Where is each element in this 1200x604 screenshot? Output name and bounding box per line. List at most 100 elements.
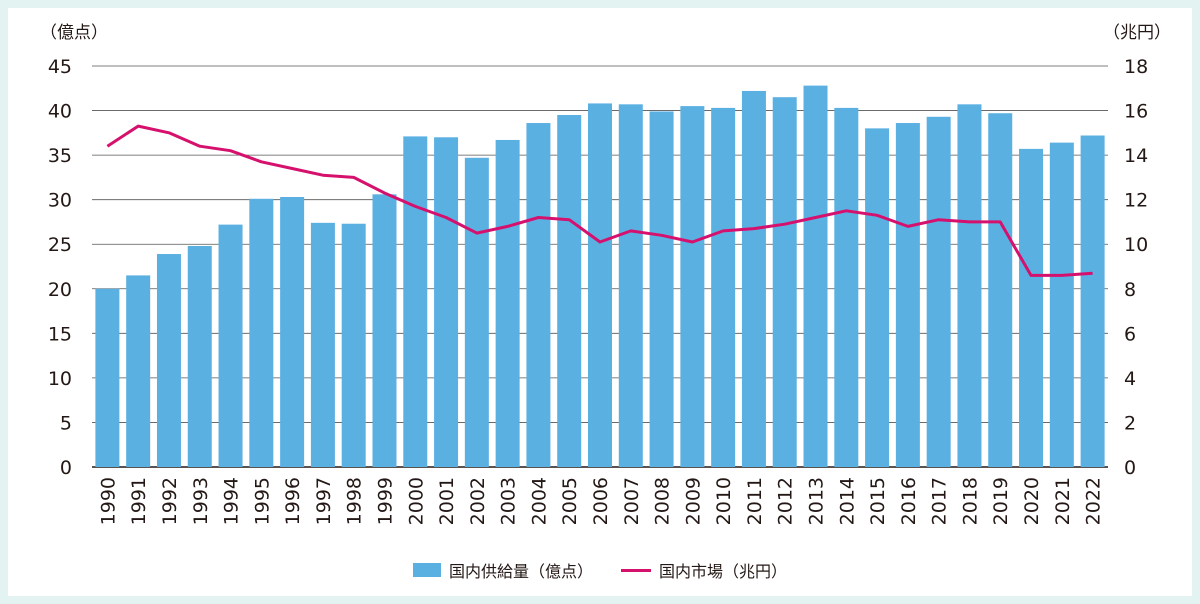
left-tick-label: 35 (48, 145, 72, 167)
bar (372, 194, 397, 467)
bar (187, 246, 212, 467)
bar (865, 128, 890, 467)
bar (772, 97, 797, 467)
left-tick-label: 25 (48, 234, 72, 256)
line-series (106, 124, 1093, 277)
legend: 国内供給量（億点） 国内市場（兆円） (0, 556, 1200, 584)
bar (711, 107, 736, 467)
right-tick-label: 6 (1124, 323, 1136, 345)
x-tick-label: 2003 (498, 477, 520, 525)
legend-swatch-bar (412, 563, 441, 577)
bar (495, 139, 520, 467)
x-tick-label: 1999 (375, 477, 397, 525)
x-tick-label: 2004 (528, 477, 550, 525)
x-tick-label: 2010 (713, 477, 735, 525)
right-tick-label: 10 (1124, 234, 1148, 256)
x-tick-label: 2012 (775, 477, 797, 525)
x-tick-label: 2002 (467, 477, 489, 525)
right-tick-label: 16 (1124, 101, 1148, 123)
right-axis-unit: （兆円） (1103, 23, 1171, 43)
bar (588, 103, 612, 467)
x-tick-label: 2005 (559, 477, 581, 525)
bar (680, 106, 705, 467)
left-tick-label: 5 (60, 412, 72, 434)
x-tick-label: 1997 (313, 477, 335, 525)
bar (988, 113, 1013, 468)
right-tick-label: 4 (1124, 368, 1136, 390)
x-tick-label: 2018 (960, 477, 982, 525)
x-tick-label: 2022 (1083, 477, 1105, 525)
x-tick-label: 1995 (251, 477, 273, 525)
bar (156, 254, 181, 467)
x-tick-label: 2019 (990, 477, 1012, 525)
x-tick-label: 1990 (97, 477, 119, 525)
x-tick-label: 2021 (1052, 477, 1074, 525)
bar (95, 288, 120, 467)
bar (126, 275, 151, 467)
bar (741, 90, 766, 467)
bar (218, 224, 243, 467)
x-tick-label: 2011 (744, 477, 766, 525)
bar (464, 157, 489, 468)
bar (649, 111, 674, 468)
bar (310, 222, 335, 467)
left-tick-label: 10 (48, 368, 72, 390)
bar (1019, 148, 1044, 467)
legend-label-bars: 国内供給量（億点） (448, 562, 593, 581)
x-tick-label: 1994 (221, 477, 243, 525)
x-tick-label: 1998 (344, 477, 366, 525)
legend-item-bars: 国内供給量（億点） (412, 558, 593, 582)
left-axis-unit: （億点） (40, 23, 108, 43)
bar (926, 116, 951, 467)
right-y-axis: 0 2 4 6 8 10 12 14 16 18 (1124, 56, 1148, 479)
bar (526, 123, 551, 467)
x-tick-label: 2008 (652, 477, 674, 525)
x-tick-label: 1993 (190, 477, 212, 525)
right-tick-label: 14 (1124, 145, 1148, 167)
x-tick-label: 2014 (836, 477, 858, 525)
bar (557, 115, 582, 467)
right-tick-label: 2 (1124, 412, 1136, 434)
x-tick-label: 2007 (621, 477, 643, 525)
left-tick-label: 40 (48, 101, 72, 123)
x-tick-label: 1991 (128, 477, 150, 525)
right-tick-label: 18 (1124, 56, 1148, 78)
bar (403, 136, 428, 468)
x-tick-label: 2016 (898, 477, 920, 525)
bar (341, 223, 366, 467)
bar (618, 104, 643, 467)
bar (957, 104, 982, 467)
bar (1080, 135, 1105, 468)
left-tick-label: 30 (48, 190, 72, 212)
bar (1049, 142, 1074, 467)
x-tick-label: 2020 (1021, 477, 1043, 525)
bar (249, 198, 274, 467)
right-tick-label: 0 (1124, 457, 1136, 479)
x-axis: 1990 1991 1992 1993 1994 1995 1996 1997 1998 1999… (97, 477, 1104, 525)
bar (434, 137, 459, 468)
right-tick-label: 8 (1124, 279, 1136, 301)
x-tick-label: 2006 (590, 477, 612, 525)
x-tick-label: 2017 (929, 477, 951, 525)
bar-series (95, 85, 1105, 468)
bar (803, 85, 828, 468)
left-tick-label: 45 (48, 56, 72, 78)
legend-swatch-line (621, 568, 651, 572)
left-tick-label: 15 (48, 323, 72, 345)
x-tick-label: 2015 (867, 477, 889, 525)
bar (280, 196, 305, 467)
left-y-axis: 0 5 10 15 20 25 30 35 40 45 (48, 56, 72, 479)
x-tick-label: 2009 (682, 477, 704, 525)
x-tick-label: 2013 (806, 477, 828, 525)
x-tick-label: 2000 (405, 477, 427, 525)
bar (895, 123, 920, 467)
x-tick-label: 1992 (159, 477, 181, 525)
bar (834, 107, 859, 467)
legend-item-line: 国内市場（兆円） (621, 558, 787, 582)
right-tick-label: 12 (1124, 190, 1148, 212)
legend-label-line: 国内市場（兆円） (659, 562, 788, 581)
x-tick-label: 1996 (282, 477, 304, 525)
left-tick-label: 20 (48, 279, 72, 301)
left-tick-label: 0 (60, 457, 72, 479)
